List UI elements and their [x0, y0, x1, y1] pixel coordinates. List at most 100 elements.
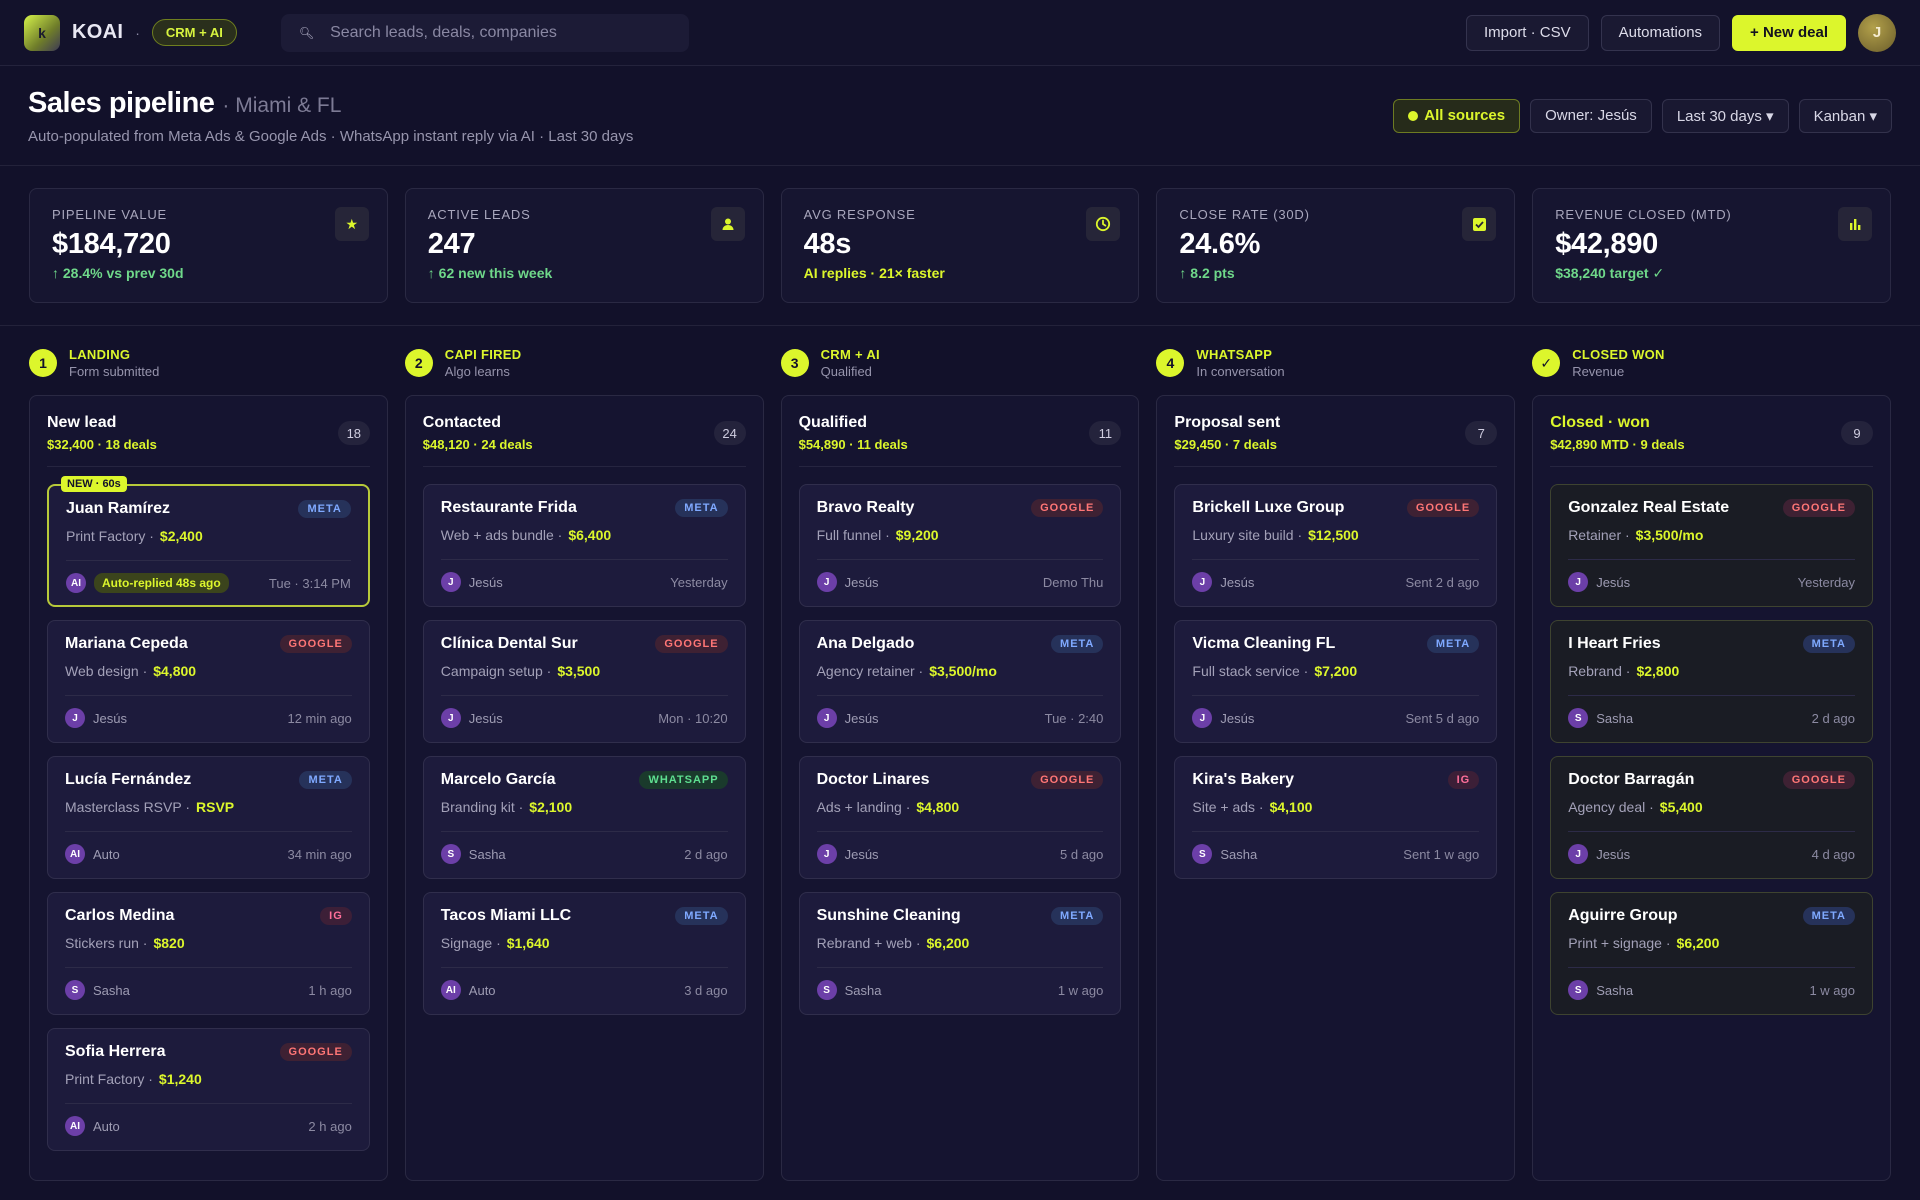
stage-header: ✓ CLOSED WON Revenue: [1532, 346, 1891, 380]
deal-card[interactable]: Doctor Barragán GOOGLE Agency deal · $5,4…: [1550, 756, 1873, 879]
deal-timestamp: Yesterday: [670, 574, 728, 590]
metric-pipeline-value[interactable]: PIPELINE VALUE $184,720 ↑ 28.4% vs prev …: [29, 188, 388, 303]
owner-name: Jesús: [468, 710, 503, 726]
deal-amount: $1,240: [158, 1071, 202, 1087]
deal-amount: $3,500/mo: [929, 663, 997, 679]
deal-card[interactable]: Sunshine Cleaning META Rebrand + web · $6…: [798, 892, 1122, 1015]
deal-description: Print Factory · $1,240: [65, 1071, 352, 1087]
automations-button[interactable]: Automations: [1600, 14, 1721, 51]
user-avatar[interactable]: J: [1858, 13, 1896, 52]
deal-card[interactable]: NEW · 60s Juan Ramírez META Print Factor…: [47, 476, 370, 607]
deal-amount: $4,800: [153, 663, 197, 679]
owner-avatar: J: [440, 572, 461, 592]
lane-count-badge: 9: [1840, 421, 1873, 445]
metric-value: $184,720: [52, 228, 171, 260]
deal-service: Stickers run ·: [65, 935, 148, 951]
deal-card[interactable]: I Heart Fries META Rebrand · $2,800 S Sas…: [1550, 620, 1873, 743]
deal-name: I Heart Fries: [1568, 635, 1661, 652]
search-input[interactable]: 🔍︎ Search leads, deals, companies: [280, 13, 689, 52]
deal-timestamp: 12 min ago: [287, 710, 352, 726]
crm-ai-pill: CRM + AI: [151, 19, 237, 46]
deal-footer: S Sasha 2 d ago: [1568, 695, 1855, 728]
deal-service: Branding kit ·: [440, 799, 524, 815]
deal-amount: $1,640: [506, 935, 550, 951]
deal-timestamp: 1 w ago: [1809, 982, 1855, 998]
deal-timestamp: Demo Thu: [1042, 574, 1104, 590]
lane-title: Qualified: [798, 414, 868, 431]
deal-name: Kira's Bakery: [1192, 771, 1295, 788]
owner-avatar: S: [1568, 708, 1589, 728]
deal-timestamp: Sent 1 w ago: [1403, 846, 1480, 862]
deal-card[interactable]: Tacos Miami LLC META Signage · $1,640 AI …: [422, 892, 746, 1015]
deal-card[interactable]: Bravo Realty GOOGLE Full funnel · $9,200 …: [798, 484, 1122, 607]
deal-card[interactable]: Lucía Fernández META Masterclass RSVP · R…: [47, 756, 370, 879]
deal-card[interactable]: Ana Delgado META Agency retainer · $3,500…: [798, 620, 1122, 743]
deal-description: Ads + landing · $4,800: [817, 799, 1104, 815]
deal-timestamp: 2 h ago: [308, 1118, 352, 1134]
deal-amount: $2,800: [1636, 663, 1680, 679]
lane-header: New lead $32,400 · 18 deals 18: [47, 414, 370, 467]
owner-avatar: AI: [65, 1116, 85, 1136]
metric-delta: $38,240 target ✓: [1555, 265, 1665, 281]
deal-description: Full stack service · $7,200: [1192, 663, 1479, 679]
lane-count-badge: 24: [713, 421, 746, 445]
stage-name: CAPI FIRED: [444, 347, 522, 362]
deal-name: Brickell Luxe Group: [1192, 499, 1345, 516]
deal-amount: $820: [153, 935, 185, 951]
date-range-dropdown[interactable]: Last 30 days ▾: [1661, 98, 1789, 133]
import-csv-button[interactable]: Import · CSV: [1465, 14, 1589, 51]
owner-filter[interactable]: Owner: Jesús: [1530, 98, 1652, 133]
deal-card[interactable]: Gonzalez Real Estate GOOGLE Retainer · $3…: [1550, 484, 1873, 607]
deal-footer: J Jesús Mon · 10:20: [440, 695, 728, 728]
owner-name: Sasha: [1220, 846, 1258, 862]
deal-card[interactable]: Mariana Cepeda GOOGLE Web design · $4,800…: [47, 620, 370, 743]
metric-revenue-closed[interactable]: REVENUE CLOSED (MTD) $42,890 $38,240 tar…: [1532, 188, 1891, 303]
deal-card[interactable]: Carlos Medina IG Stickers run · $820 S Sa…: [47, 892, 370, 1015]
stage-number: 3: [780, 349, 809, 377]
source-badge: GOOGLE: [279, 635, 352, 653]
deal-card[interactable]: Vicma Cleaning FL META Full stack servic…: [1174, 620, 1498, 743]
owner-name: Auto: [93, 846, 120, 862]
deal-card[interactable]: Clínica Dental Sur GOOGLE Campaign setup…: [422, 620, 746, 743]
metric-active-leads[interactable]: ACTIVE LEADS 247 ↑ 62 new this week: [404, 188, 764, 303]
metric-avg-response[interactable]: AVG RESPONSE 48s AI replies · 21× faster: [780, 188, 1140, 303]
lane-title: New lead: [47, 414, 117, 431]
pipeline-column: 3 CRM + AI Qualified Qualified $54,890 ·…: [780, 346, 1140, 1181]
deal-service: Print + signage ·: [1568, 935, 1671, 951]
deal-name: Bravo Realty: [816, 499, 915, 516]
deal-description: Print + signage · $6,200: [1568, 935, 1855, 951]
new-deal-button[interactable]: + New deal: [1732, 14, 1846, 51]
owner-avatar: AI: [65, 844, 85, 864]
deal-footer: J Jesús Yesterday: [1568, 559, 1855, 592]
all-sources-label: All sources: [1424, 107, 1506, 124]
deal-card[interactable]: Sofia Herrera GOOGLE Print Factory · $1,2…: [47, 1028, 370, 1151]
deal-footer: S Sasha 1 w ago: [1568, 967, 1855, 1000]
stage-header: 2 CAPI FIRED Algo learns: [404, 346, 764, 380]
search-icon: 🔍︎: [298, 25, 315, 40]
metric-label: ACTIVE LEADS: [427, 207, 531, 222]
owner-name: Jesús: [468, 574, 503, 590]
stage-name: WHATSAPP: [1196, 347, 1273, 362]
deal-card[interactable]: Aguirre Group META Print + signage · $6,2…: [1550, 892, 1873, 1015]
metric-close-rate[interactable]: CLOSE RATE (30D) 24.6% ↑ 8.2 pts: [1156, 188, 1516, 303]
deal-description: Site + ads · $4,100: [1192, 799, 1479, 815]
page-description: Auto-populated from Meta Ads & Google Ad…: [28, 127, 634, 145]
deal-description: Rebrand · $2,800: [1568, 663, 1855, 679]
deal-card[interactable]: Restaurante Frida META Web + ads bundle …: [422, 484, 746, 607]
source-badge: META: [1802, 635, 1855, 653]
deal-service: Agency retainer ·: [816, 663, 924, 679]
all-sources-filter[interactable]: All sources: [1393, 98, 1521, 133]
deal-name: Ana Delgado: [816, 635, 915, 652]
view-dropdown[interactable]: Kanban ▾: [1798, 98, 1892, 133]
deal-card[interactable]: Marcelo García WHATSAPP Branding kit · $2…: [422, 756, 746, 879]
owner-avatar: S: [816, 980, 837, 1000]
deal-card[interactable]: Kira's Bakery IG Site + ads · $4,100 S Sa…: [1174, 756, 1498, 879]
deal-footer: AI Auto 34 min ago: [65, 831, 352, 864]
user-icon: [710, 207, 745, 241]
logo[interactable]: k: [24, 14, 60, 51]
deal-card[interactable]: Brickell Luxe Group GOOGLE Luxury site b…: [1174, 484, 1498, 607]
deal-card[interactable]: Doctor Linares GOOGLE Ads + landing · $4,…: [798, 756, 1122, 879]
owner-name: Sasha: [93, 982, 130, 998]
owner-name: Sasha: [1596, 982, 1634, 998]
owner-name: Auto: [93, 1118, 120, 1134]
